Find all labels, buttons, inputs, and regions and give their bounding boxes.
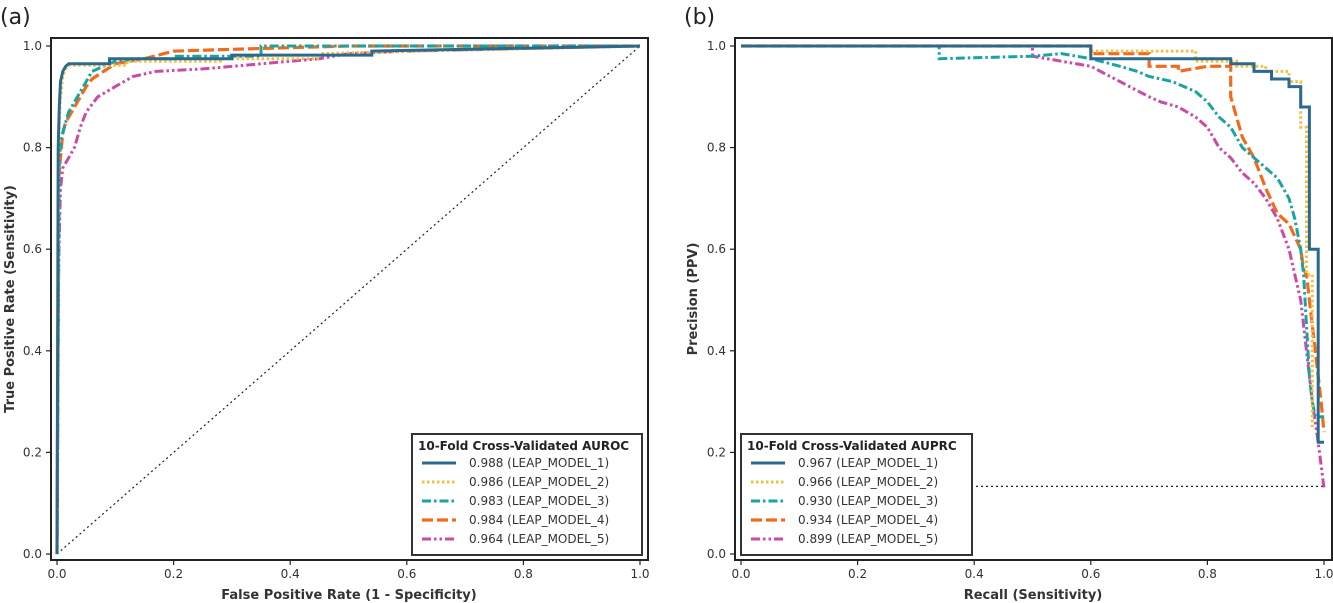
roc-legend-entry-4: 0.984 (LEAP_MODEL_4) [469, 513, 609, 527]
pr-y-ticks: 0.0 0.2 0.4 0.6 0.8 1.0 [707, 39, 735, 561]
roc-legend-box [411, 433, 643, 556]
roc-plot-frame [50, 37, 649, 561]
roc-legend-entry-2: 0.986 (LEAP_MODEL_2) [469, 475, 609, 489]
roc-legend-entry-1: 0.988 (LEAP_MODEL_1) [469, 456, 609, 470]
pr-y-tick-label: 0.4 [707, 344, 726, 358]
roc-x-ticks: 0.0 0.2 0.4 0.6 0.8 1.0 [47, 560, 650, 581]
roc-y-tick-label: 0.0 [23, 547, 42, 561]
roc-x-tick-label: 0.0 [47, 567, 66, 581]
pr-series-line-5 [741, 44, 1326, 489]
pr-y-tick-label: 0.0 [707, 547, 726, 561]
roc-y-tick-label: 1.0 [23, 39, 42, 53]
pr-series-line-4 [741, 44, 1326, 433]
pr-y-tick-label: 1.0 [707, 39, 726, 53]
pr-x-tick-label: 0.0 [731, 567, 750, 581]
roc-series-line-4 [55, 44, 640, 555]
pr-legend-entry-5: 0.899 (LEAP_MODEL_5) [798, 532, 938, 546]
pr-legend-title: 10-Fold Cross-Validated AUPRC [747, 439, 957, 453]
roc-y-tick-label: 0.6 [23, 242, 42, 256]
pr-y-tick-label: 0.2 [707, 445, 726, 459]
roc-x-tick-label: 0.2 [164, 567, 183, 581]
pr-x-tick-label: 0.6 [1081, 567, 1100, 581]
roc-y-tick-label: 0.2 [23, 445, 42, 459]
roc-legend: 10-Fold Cross-Validated AUROC 0.988 (LEAP… [411, 433, 643, 556]
roc-series-line-3 [55, 44, 640, 555]
roc-x-tick-label: 0.4 [281, 567, 300, 581]
pr-plot-frame [734, 37, 1333, 561]
pr-series-line-2 [741, 44, 1314, 427]
roc-legend-entry-3: 0.983 (LEAP_MODEL_3) [469, 494, 609, 508]
pr-panel: (b) 0.0 0.2 0.4 0.6 0.8 1.0 0.0 0.2 0.4 0.6 0.8 1.… [684, 5, 1333, 603]
roc-legend-title: 10-Fold Cross-Validated AUROC [418, 439, 629, 453]
roc-reference-line [56, 45, 641, 555]
roc-y-tick-label: 0.4 [23, 344, 42, 358]
pr-x-tick-label: 1.0 [1314, 567, 1333, 581]
pr-x-axis-label: Recall (Sensitivity) [964, 588, 1103, 603]
roc-x-tick-label: 0.6 [397, 567, 416, 581]
roc-series-group [55, 44, 641, 555]
roc-x-tick-label: 0.8 [514, 567, 533, 581]
roc-series-line-5 [55, 44, 641, 555]
pr-legend-entry-2: 0.966 (LEAP_MODEL_2) [798, 475, 938, 489]
pr-legend-box [740, 433, 973, 556]
pr-series-line-3 [741, 44, 1324, 419]
panel-tag-b: (b) [684, 5, 715, 30]
pr-legend-entry-1: 0.967 (LEAP_MODEL_1) [798, 456, 938, 470]
roc-x-axis-label: False Positive Rate (1 - Specificity) [221, 588, 476, 603]
pr-x-tick-label: 0.8 [1198, 567, 1217, 581]
pr-y-axis-label: Precision (PPV) [686, 243, 701, 356]
pr-x-ticks: 0.0 0.2 0.4 0.6 0.8 1.0 [731, 560, 1333, 581]
pr-x-tick-label: 0.2 [848, 567, 867, 581]
pr-legend: 10-Fold Cross-Validated AUPRC 0.967 (LEAP… [740, 433, 973, 556]
pr-y-tick-label: 0.8 [707, 141, 726, 155]
roc-legend-entry-5: 0.964 (LEAP_MODEL_5) [469, 532, 609, 546]
roc-y-axis-label: True Positive Rate (Sensitivity) [3, 185, 18, 413]
pr-legend-entry-4: 0.934 (LEAP_MODEL_4) [798, 513, 938, 527]
roc-y-tick-label: 0.8 [23, 141, 42, 155]
pr-series-group [741, 44, 1326, 489]
roc-chance-line [56, 45, 641, 555]
pr-series-line-1 [741, 44, 1324, 444]
pr-legend-entry-3: 0.930 (LEAP_MODEL_3) [798, 494, 938, 508]
pr-y-tick-label: 0.6 [707, 242, 726, 256]
roc-x-tick-label: 1.0 [630, 567, 649, 581]
roc-panel: (a) 0.0 0.2 0.4 0.6 0.8 1.0 0.0 0.2 0.4 0.6 0.8 1.… [0, 5, 650, 603]
panel-tag-a: (a) [0, 5, 31, 30]
roc-y-ticks: 0.0 0.2 0.4 0.6 0.8 1.0 [23, 39, 51, 561]
pr-x-tick-label: 0.4 [965, 567, 984, 581]
roc-series-line-1 [55, 44, 641, 555]
